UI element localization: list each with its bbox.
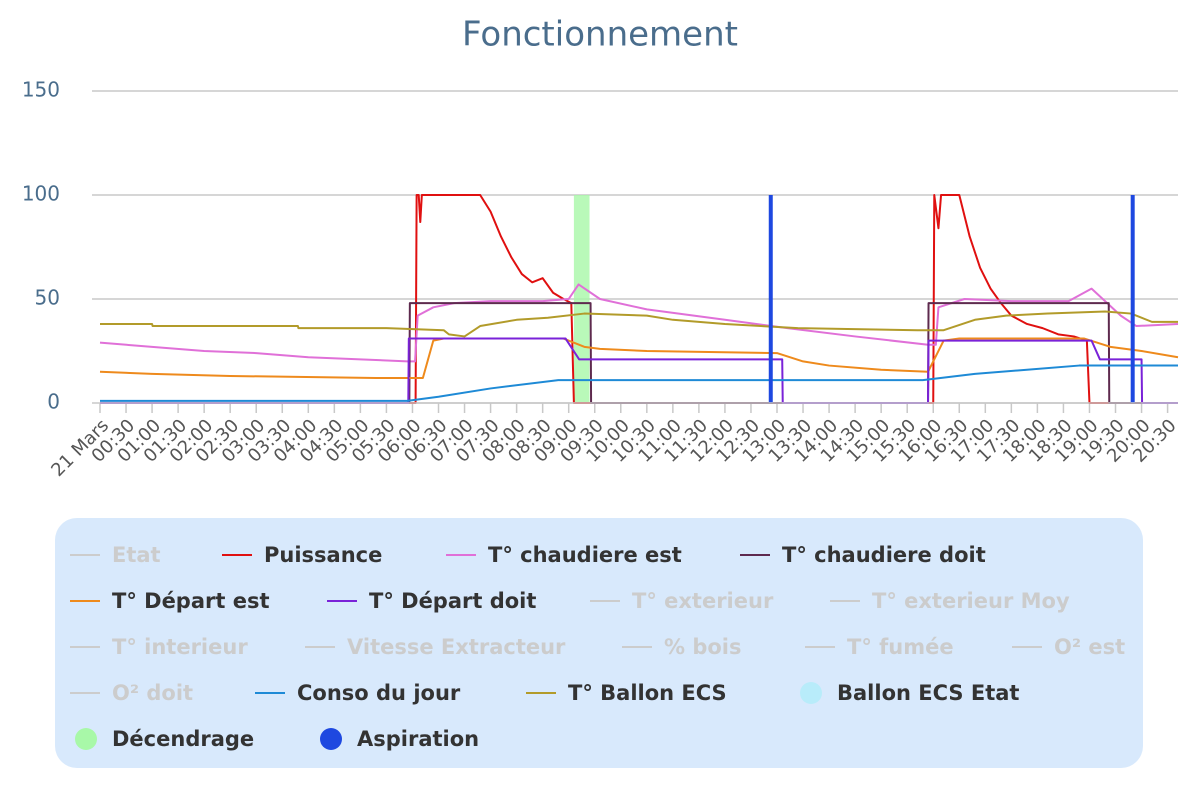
- legend-label: T° exterieur: [632, 589, 774, 613]
- legend-item[interactable]: O² doit: [70, 681, 193, 705]
- legend-label: % bois: [664, 635, 742, 659]
- legend-item[interactable]: T° fumée: [805, 635, 954, 659]
- legend-marker: [75, 728, 97, 750]
- legend-label: Vitesse Extracteur: [347, 635, 566, 659]
- line: [99, 337, 1179, 380]
- legend-item[interactable]: T° interieur: [70, 635, 248, 659]
- legend-box: [55, 518, 1143, 768]
- legend-label: T° chaudiere doit: [782, 543, 986, 567]
- legend-label: T° chaudiere est: [488, 543, 682, 567]
- chart-title: Fonctionnement: [462, 15, 738, 55]
- y-tick-label: 0: [47, 390, 60, 414]
- column: [768, 195, 773, 403]
- legend-label: Conso du jour: [297, 681, 461, 705]
- legend-label: T° fumée: [847, 635, 954, 659]
- legend-item[interactable]: T° exterieur: [590, 589, 774, 613]
- legend-item[interactable]: Etat: [70, 543, 161, 567]
- y-tick-label: 50: [35, 286, 60, 310]
- y-tick-label: 100: [22, 182, 60, 206]
- legend-item[interactable]: Vitesse Extracteur: [305, 635, 566, 659]
- area: [573, 195, 590, 403]
- legend-item[interactable]: Ballon ECS Etat: [800, 681, 1019, 705]
- legend-marker: [800, 682, 822, 704]
- legend-label: Puissance: [264, 543, 382, 567]
- legend-item[interactable]: O² est: [1012, 635, 1125, 659]
- legend-item[interactable]: Aspiration: [320, 727, 479, 751]
- legend-label: T° Ballon ECS: [568, 681, 727, 705]
- legend-marker: [320, 728, 342, 750]
- legend-item[interactable]: T° exterieur Moy: [830, 589, 1070, 613]
- legend-item[interactable]: Décendrage: [75, 727, 254, 751]
- line: [100, 310, 1178, 338]
- legend-item[interactable]: Puissance: [222, 543, 382, 567]
- legend-item[interactable]: T° chaudiere est: [446, 543, 682, 567]
- legend-label: Etat: [112, 543, 161, 567]
- y-tick-label: 150: [22, 78, 60, 102]
- legend-label: Ballon ECS Etat: [837, 681, 1019, 705]
- legend-label: O² est: [1054, 635, 1125, 659]
- line: [99, 283, 1179, 363]
- legend-label: T° interieur: [112, 635, 248, 659]
- legend-label: T° exterieur Moy: [872, 589, 1070, 613]
- column: [1130, 195, 1135, 403]
- legend-item[interactable]: T° Départ est: [70, 589, 270, 613]
- legend-label: T° Départ doit: [369, 589, 536, 613]
- legend-item[interactable]: T° chaudiere doit: [740, 543, 986, 567]
- legend-item[interactable]: T° Départ doit: [327, 589, 536, 613]
- legend-label: Décendrage: [112, 727, 254, 751]
- legend-item[interactable]: T° Ballon ECS: [526, 681, 727, 705]
- line: [100, 364, 1178, 402]
- legend-label: O² doit: [112, 681, 193, 705]
- legend-label: T° Départ est: [112, 589, 270, 613]
- legend-item[interactable]: % bois: [622, 635, 742, 659]
- legend-label: Aspiration: [357, 727, 479, 751]
- legend-item[interactable]: Conso du jour: [255, 681, 461, 705]
